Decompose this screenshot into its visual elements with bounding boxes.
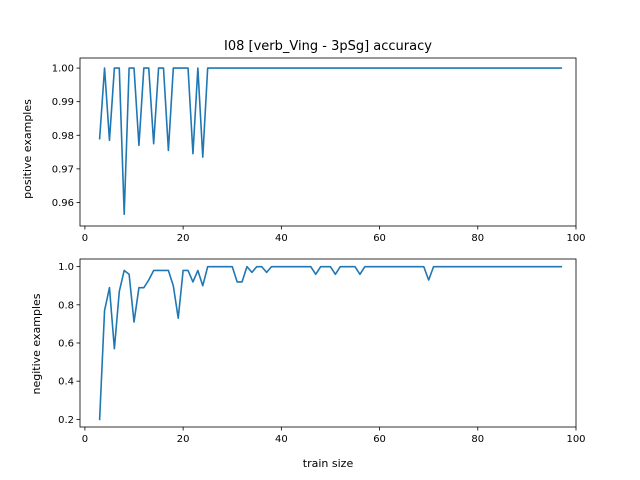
top-axes-frame xyxy=(79,57,577,227)
bottom-x-tick-label: 40 xyxy=(275,434,288,445)
bottom-x-tick-label: 80 xyxy=(471,434,484,445)
bottom-y-axis-label: negitive examples xyxy=(30,293,43,394)
bottom-x-tick-label: 100 xyxy=(566,434,585,445)
bottom-y-tick-label: 0.2 xyxy=(58,415,74,426)
top-x-tick-label: 60 xyxy=(373,233,386,244)
bottom-x-tick-label: 20 xyxy=(177,434,190,445)
top-y-tick-label: 0.96 xyxy=(52,198,74,209)
top-series-line xyxy=(98,67,563,216)
bottom-y-tick-label: 0.6 xyxy=(58,339,74,350)
bottom-axes: 0 20 40 60 80 100 0.2 0.4 0.6 0.8 1.0 xyxy=(58,258,586,445)
bottom-axes-frame xyxy=(79,258,577,428)
top-x-tick-label: 40 xyxy=(275,233,288,244)
top-y-tick-label: 0.98 xyxy=(52,131,74,142)
top-x-tick-label: 0 xyxy=(82,233,88,244)
top-y-axis-label: positive examples xyxy=(21,99,34,199)
chart-title: I08 [verb_Ving - 3pSg] accuracy xyxy=(224,39,432,54)
bottom-x-tick-label: 0 xyxy=(82,434,88,445)
top-axes: 0 20 40 60 80 100 0.96 0.97 0.98 0.99 1.00 xyxy=(52,57,586,244)
top-y-tick-label: 1.00 xyxy=(52,64,74,75)
top-x-tick-label: 20 xyxy=(177,233,190,244)
top-y-tick-label: 0.99 xyxy=(52,97,74,108)
top-x-tick-label: 100 xyxy=(566,233,585,244)
top-y-tick-label: 0.97 xyxy=(52,164,74,175)
bottom-series-line xyxy=(98,265,563,421)
bottom-y-tick-label: 1.0 xyxy=(58,262,74,273)
bottom-x-tick-label: 60 xyxy=(373,434,386,445)
bottom-y-tick-label: 0.4 xyxy=(58,377,74,388)
bottom-y-tick-label: 0.8 xyxy=(58,300,74,311)
x-axis-label: train size xyxy=(303,457,354,470)
top-x-tick-label: 80 xyxy=(471,233,484,244)
